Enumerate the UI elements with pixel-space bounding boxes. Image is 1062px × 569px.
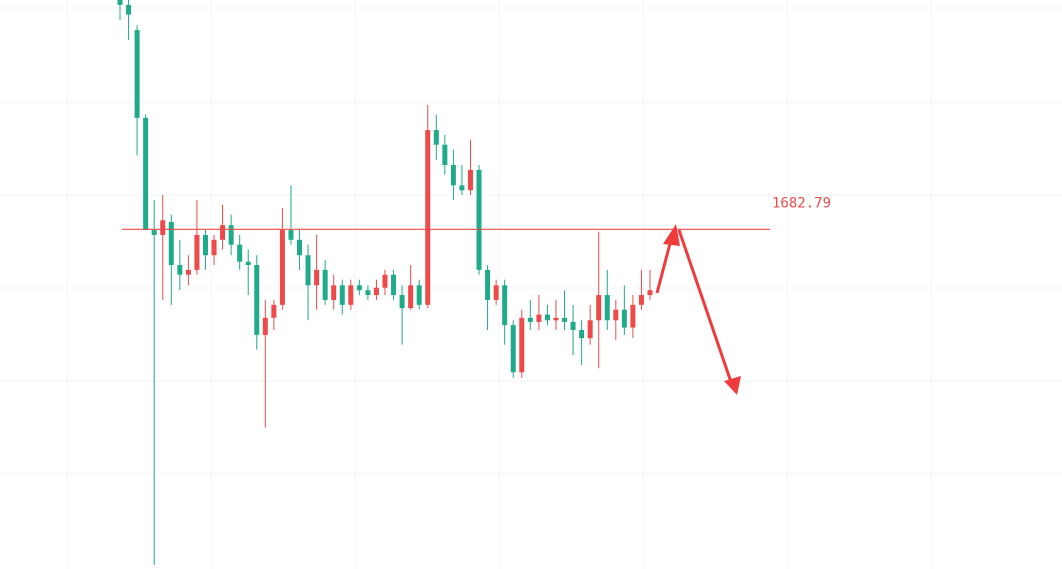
candle-body	[160, 220, 166, 235]
candle-body	[356, 285, 362, 291]
candle-body	[245, 261, 251, 265]
candle-body	[647, 290, 653, 296]
candle-body	[587, 320, 593, 339]
candle-body	[288, 230, 294, 240]
candle-body	[536, 314, 542, 322]
arrow-up-shaft	[655, 235, 674, 294]
candle-body	[279, 230, 285, 305]
candle-body	[604, 295, 610, 321]
candle-body	[348, 285, 354, 305]
candle-body	[621, 309, 627, 328]
candle-body	[459, 185, 465, 191]
candle-body	[416, 285, 422, 305]
candle-body	[553, 317, 559, 321]
candle-body	[117, 0, 123, 5]
candle-body	[399, 295, 405, 309]
candle-body	[314, 269, 320, 286]
candle-body	[322, 269, 328, 300]
candle-body	[262, 317, 268, 335]
candle-body	[391, 274, 397, 296]
candle-body	[527, 317, 533, 322]
candle-body	[425, 130, 431, 305]
candle-body	[254, 264, 260, 335]
candle-body	[613, 309, 619, 321]
candle-body	[433, 130, 439, 145]
candle-body	[339, 285, 345, 305]
candle-body	[126, 4, 132, 15]
candle-body	[237, 244, 243, 262]
candle-body	[485, 269, 491, 300]
candle-body	[305, 255, 311, 286]
candle-body	[638, 295, 644, 305]
candle-body	[382, 274, 388, 288]
candle-body	[177, 264, 183, 275]
candles	[117, 0, 653, 565]
candle-body	[510, 325, 516, 373]
arrow-up-head	[663, 224, 680, 246]
candle-body	[373, 287, 379, 296]
candle-body	[168, 221, 174, 265]
candle-body	[562, 317, 568, 322]
arrows	[655, 224, 741, 395]
candle-body	[220, 225, 226, 240]
candle-body	[467, 169, 473, 191]
candle-body	[519, 317, 525, 373]
arrow-down-shaft	[677, 229, 733, 383]
candle-body	[570, 321, 576, 331]
candle-body	[493, 285, 499, 300]
candle-body	[408, 285, 414, 309]
candle-body	[331, 285, 337, 300]
candle-body	[194, 234, 200, 270]
candle-body	[151, 230, 157, 235]
candle-body	[502, 285, 508, 326]
candle-body	[596, 295, 602, 321]
candle-body	[202, 234, 208, 256]
arrow-down-head	[724, 376, 741, 395]
candle-body	[579, 330, 585, 339]
candle-body	[271, 304, 277, 318]
level: 1682.79	[122, 195, 831, 230]
candle-body	[143, 117, 149, 231]
candle-body	[442, 144, 448, 166]
candle-body	[476, 169, 482, 270]
candle-body	[630, 304, 636, 328]
candle-body	[450, 165, 456, 186]
level-label: 1682.79	[772, 195, 831, 211]
candle-body	[365, 290, 371, 296]
candle-body	[134, 30, 140, 118]
candle-body	[228, 225, 234, 245]
candle-body	[297, 239, 303, 256]
candle-body	[211, 239, 217, 256]
candle-body	[544, 314, 550, 321]
candle-body	[185, 269, 191, 275]
